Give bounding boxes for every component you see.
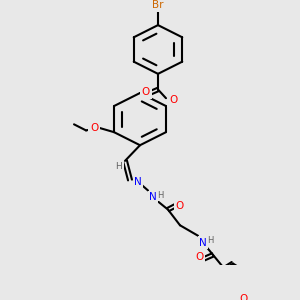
Text: O: O bbox=[239, 294, 248, 300]
Text: N: N bbox=[134, 177, 142, 187]
Text: H: H bbox=[116, 162, 122, 171]
Text: H: H bbox=[157, 191, 163, 200]
Text: O: O bbox=[176, 201, 184, 211]
Text: Br: Br bbox=[152, 0, 164, 10]
Text: O: O bbox=[90, 123, 98, 133]
Text: O: O bbox=[195, 252, 203, 262]
Text: O: O bbox=[142, 87, 150, 97]
Text: O: O bbox=[169, 95, 177, 105]
Text: N: N bbox=[149, 192, 157, 203]
Text: N: N bbox=[199, 238, 207, 248]
Text: H: H bbox=[207, 236, 213, 245]
